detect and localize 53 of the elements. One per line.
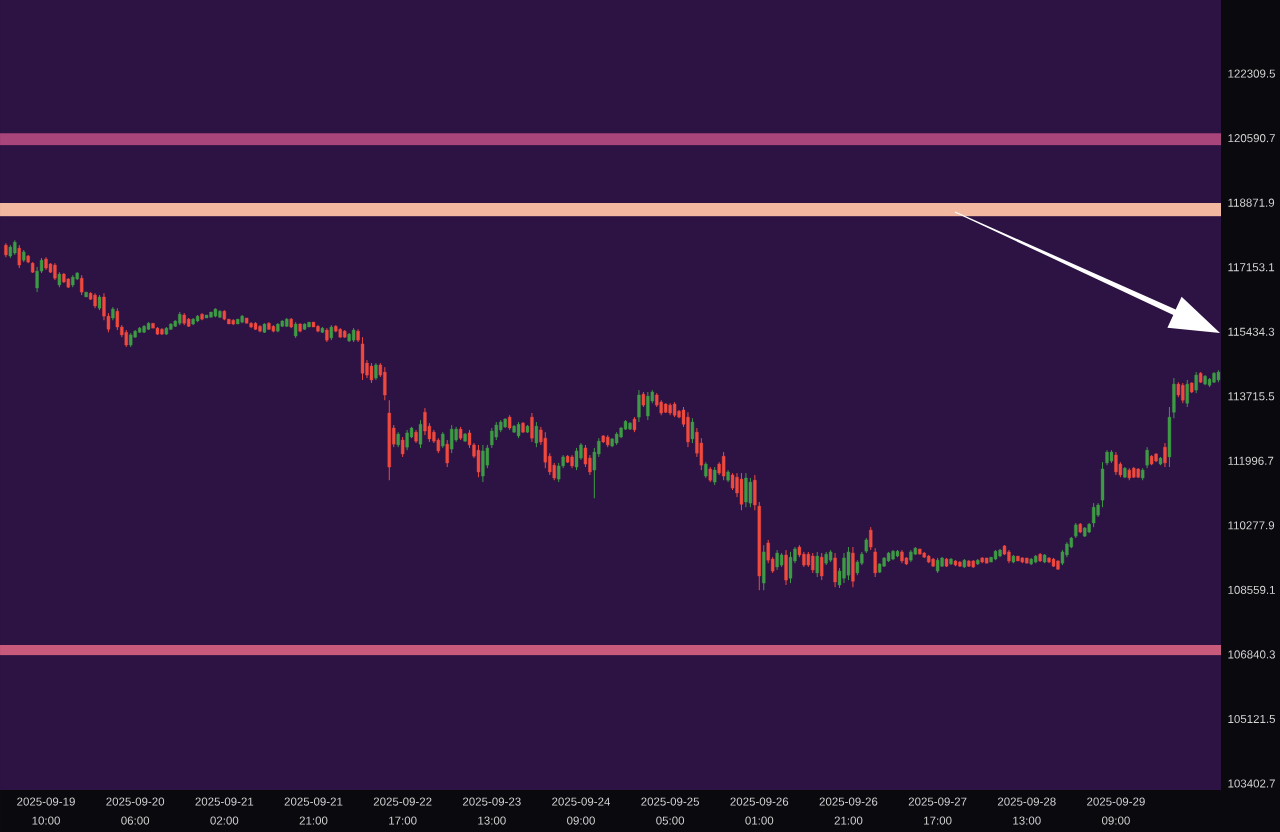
y-tick-label: 113715.5 bbox=[1228, 392, 1275, 401]
x-tick-label: 2025-09-26 01:00 bbox=[730, 797, 789, 825]
x-tick-label: 2025-09-20 06:00 bbox=[106, 797, 165, 825]
y-tick-label: 110277.9 bbox=[1228, 521, 1275, 530]
candlestick bbox=[1194, 371, 1198, 394]
candlestick bbox=[490, 427, 494, 449]
y-tick-label: 117153.1 bbox=[1228, 263, 1275, 272]
x-tick-label: 2025-09-27 17:00 bbox=[908, 797, 967, 825]
y-tick-label: 111996.7 bbox=[1228, 456, 1274, 465]
y-tick-label: 108559.1 bbox=[1228, 585, 1275, 594]
candlestick bbox=[530, 412, 534, 443]
candlestick bbox=[713, 466, 717, 486]
y-tick-label: 105121.5 bbox=[1228, 714, 1276, 724]
candlestick bbox=[721, 451, 726, 481]
candlestick bbox=[400, 436, 405, 458]
candlestick bbox=[1145, 446, 1149, 469]
x-tick-label: 2025-09-19 10:00 bbox=[17, 797, 75, 825]
candlestick bbox=[369, 362, 374, 384]
candlestick bbox=[690, 417, 695, 444]
y-tick-label: 103402.7 bbox=[1228, 779, 1275, 788]
candlestick bbox=[873, 547, 877, 578]
x-tick-label: 2025-09-23 13:00 bbox=[462, 797, 521, 825]
candlestick bbox=[1185, 379, 1189, 408]
candlestick bbox=[869, 526, 873, 551]
candlestick bbox=[476, 444, 481, 478]
x-tick-label: 2025-09-21 21:00 bbox=[284, 797, 343, 825]
candlestick bbox=[846, 546, 851, 581]
candlestick bbox=[574, 447, 579, 471]
candlestick bbox=[820, 552, 824, 581]
x-tick-label: 2025-09-28 13:00 bbox=[997, 797, 1056, 825]
candlestick bbox=[1163, 442, 1167, 468]
candlestick bbox=[815, 551, 819, 578]
candlestick bbox=[445, 439, 449, 468]
candlestick bbox=[450, 424, 454, 454]
x-tick-label: 2025-09-24 09:00 bbox=[552, 797, 611, 825]
candlestick bbox=[637, 389, 641, 423]
candlestick bbox=[418, 419, 423, 449]
x-tick-label: 2025-09-26 21:00 bbox=[819, 797, 878, 825]
x-tick-label: 2025-09-22 17:00 bbox=[373, 797, 432, 825]
y-tick-label: 120590.7 bbox=[1228, 134, 1275, 143]
candlestick bbox=[534, 421, 539, 448]
candlestick bbox=[80, 274, 84, 296]
y-tick-label: 118871.9 bbox=[1228, 198, 1275, 207]
x-tick-label: 2025-09-25 05:00 bbox=[641, 797, 700, 825]
x-tick-label: 2025-09-29 09:00 bbox=[1087, 797, 1145, 825]
y-tick-label: 115434.3 bbox=[1228, 327, 1275, 336]
candlestick bbox=[646, 391, 650, 421]
candlestick bbox=[17, 244, 21, 269]
candlestick bbox=[748, 477, 753, 508]
candlestick bbox=[788, 551, 793, 584]
y-tick-label: 122309.5 bbox=[1228, 69, 1276, 78]
y-tick-label: 106840.3 bbox=[1228, 650, 1275, 659]
x-tick-label: 2025-09-21 02:00 bbox=[195, 797, 254, 825]
